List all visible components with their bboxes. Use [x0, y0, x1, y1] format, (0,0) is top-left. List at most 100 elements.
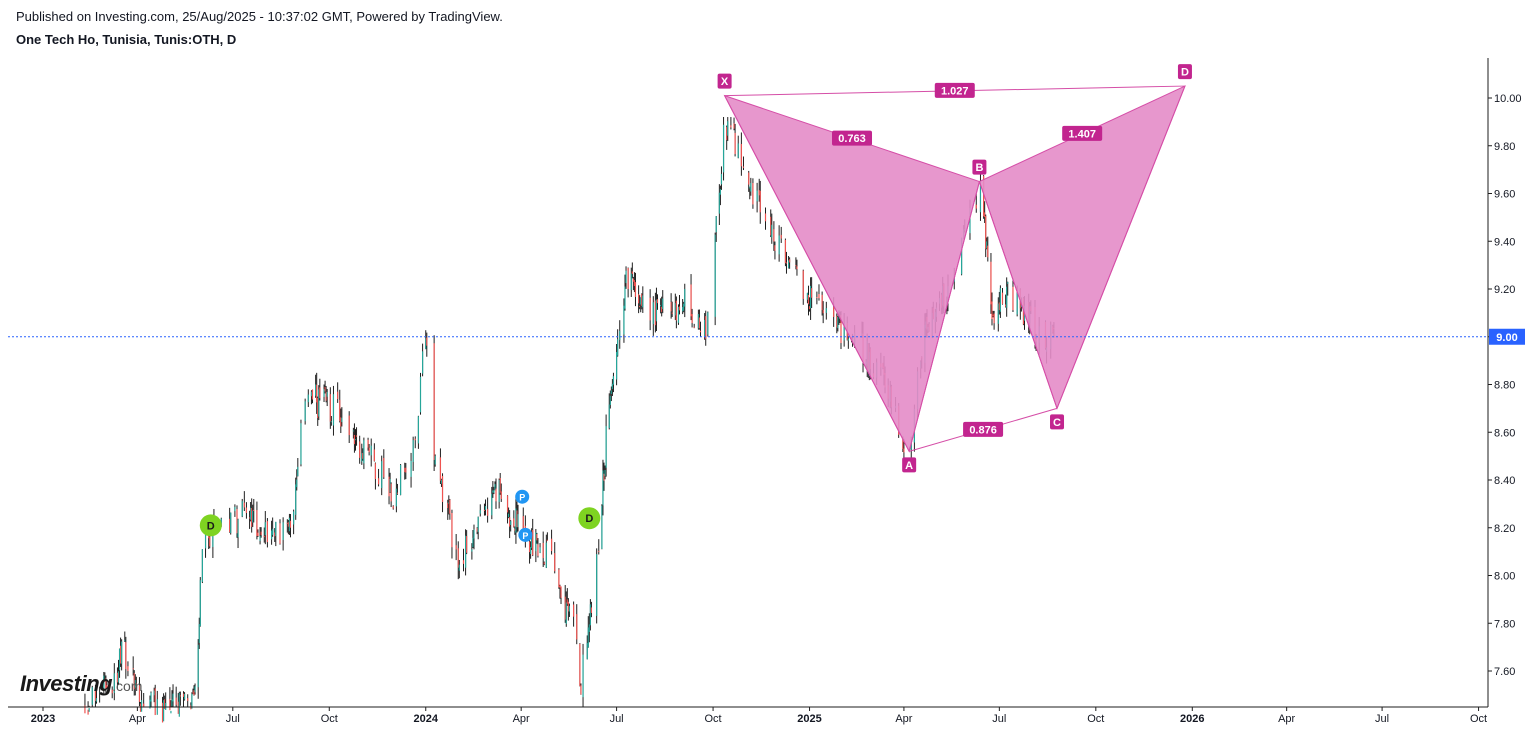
candle-body [507, 513, 510, 518]
candle-body [187, 698, 189, 702]
candle-body [990, 261, 992, 305]
ratio-badge [963, 421, 1004, 437]
dividend-marker[interactable] [578, 507, 601, 530]
candle-body [368, 447, 370, 453]
candle-body [1005, 304, 1007, 307]
candle-body [816, 296, 818, 298]
candle-body [87, 709, 89, 715]
candle-body [439, 457, 442, 481]
candle-body [675, 300, 677, 321]
candle-body [568, 606, 571, 612]
candle-body [251, 508, 253, 527]
candle-body [464, 535, 467, 568]
candle-body [979, 180, 982, 213]
candle-body [212, 526, 214, 547]
candle-body [199, 580, 201, 627]
candle-body [471, 549, 473, 552]
candle-body [392, 506, 394, 509]
candle-body [341, 417, 343, 423]
candle-body [139, 703, 142, 712]
x-tick-label: Apr [129, 713, 146, 725]
candle-body [373, 449, 375, 462]
candle-body [566, 599, 568, 604]
candle-body [263, 536, 265, 538]
candle-body [310, 391, 313, 397]
candle-body [627, 267, 629, 290]
candle-body [576, 614, 578, 640]
candle-body [748, 172, 750, 185]
candle-body [573, 604, 575, 617]
candle-body [193, 690, 195, 696]
candle-body [902, 437, 904, 449]
candle-body [332, 394, 335, 426]
candle-body [609, 395, 611, 406]
candle-body [337, 391, 339, 400]
candle-body [451, 513, 453, 548]
ratio-label: 0.876 [969, 424, 997, 436]
pattern-leg [978, 181, 1058, 409]
candle-body [516, 510, 518, 528]
candle-body [837, 316, 839, 329]
y-tick-label: 8.00 [1494, 571, 1515, 583]
candle-body [118, 648, 121, 671]
candle-body [662, 298, 664, 310]
candle-body [984, 212, 986, 218]
candle-body [586, 643, 588, 660]
candle-body [315, 384, 317, 396]
candle-body [539, 547, 541, 553]
candle-body [1012, 286, 1014, 311]
candle-body [642, 295, 644, 308]
candle-body [612, 376, 615, 385]
candle-body [656, 299, 659, 304]
candle-body [836, 316, 838, 328]
axes-layer: 7.60 7.80 8.00 8.20 8.40 8.60 8.80 9.00 9.20 9.40… [8, 58, 1525, 725]
candle-body [143, 703, 145, 708]
pattern-point-badge [1050, 414, 1065, 430]
candle-body [353, 434, 356, 445]
candle-body [495, 488, 497, 502]
candle-body [759, 190, 761, 213]
candle-body [742, 166, 745, 168]
candle-body [237, 519, 239, 538]
dividend-marker[interactable] [199, 514, 222, 537]
candle-body [250, 507, 252, 520]
candle-body [677, 307, 680, 323]
candle-body [354, 439, 357, 441]
x-tick-label: Jul [992, 713, 1006, 725]
candle-body [178, 693, 180, 717]
candle-body [286, 522, 288, 524]
candle-body [522, 516, 524, 529]
candle-body [714, 234, 716, 317]
candle-body [734, 132, 736, 155]
candle-body [177, 701, 179, 714]
candle-body [603, 473, 605, 481]
candle-body [1016, 292, 1018, 315]
y-tick-label: 8.80 [1494, 380, 1515, 392]
candle-body [370, 445, 372, 456]
candle-body [119, 645, 122, 664]
x-tick-label: Jul [1375, 713, 1389, 725]
candle-body [992, 314, 994, 316]
candle-body [691, 314, 693, 324]
event-marker[interactable] [518, 527, 533, 542]
candle-body [740, 143, 742, 167]
candle-body [248, 517, 251, 519]
candle-body [605, 426, 607, 468]
candle-body [472, 537, 474, 548]
y-tick-label: 9.40 [1494, 236, 1515, 248]
candle-body [985, 215, 987, 249]
candle-body [617, 339, 619, 356]
candle-body [132, 668, 134, 670]
event-marker[interactable] [515, 489, 530, 504]
candle-body [825, 308, 827, 313]
candle-body [414, 438, 416, 441]
candle-body [339, 399, 341, 422]
candle-body [969, 208, 971, 234]
candle-body [323, 389, 325, 397]
candle-body [780, 234, 782, 239]
candle-body [363, 440, 365, 464]
candle-body [492, 490, 494, 493]
candle-body [705, 316, 707, 339]
candle-body [282, 522, 284, 541]
